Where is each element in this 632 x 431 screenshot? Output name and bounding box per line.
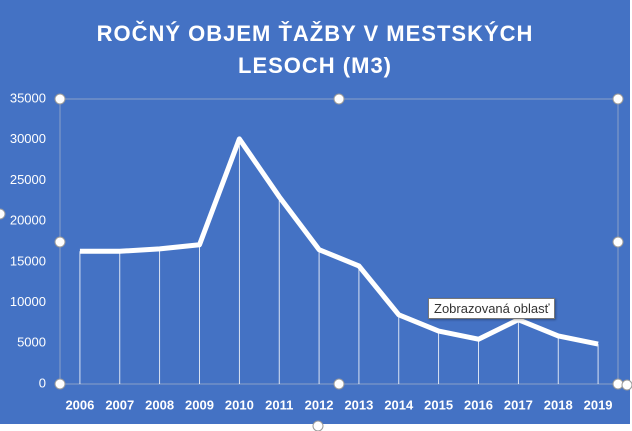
- handle[interactable]: [312, 420, 324, 431]
- handle[interactable]: [54, 93, 66, 105]
- handle[interactable]: [333, 93, 345, 105]
- handle[interactable]: [612, 378, 624, 390]
- y-tick-label: 15000: [10, 253, 46, 268]
- handle[interactable]: [612, 93, 624, 105]
- x-tick-label: 2006: [65, 397, 94, 412]
- x-tick-label: 2011: [265, 397, 293, 412]
- x-tick-label: 2007: [105, 397, 134, 412]
- x-tick-label: 2016: [464, 397, 493, 412]
- handle[interactable]: [333, 378, 345, 390]
- x-tick-label: 2013: [344, 397, 373, 412]
- y-tick-label: 25000: [10, 172, 46, 187]
- x-tick-label: 2012: [305, 397, 334, 412]
- x-tick-label: 2017: [504, 397, 533, 412]
- data-line: [79, 136, 599, 347]
- y-tick-label: 10000: [10, 294, 46, 309]
- x-tick-label: 2014: [384, 397, 414, 412]
- handle[interactable]: [612, 236, 624, 248]
- x-tick-label: 2010: [225, 397, 254, 412]
- y-tick-label: 5000: [17, 335, 46, 350]
- tooltip: Zobrazovaná oblasť: [428, 298, 556, 319]
- x-tick-label: 2009: [185, 397, 214, 412]
- handle[interactable]: [54, 378, 66, 390]
- y-tick-label: 20000: [10, 213, 46, 228]
- y-tick-label: 30000: [10, 131, 46, 146]
- handle[interactable]: [621, 379, 632, 391]
- x-tick-label: 2019: [584, 397, 613, 412]
- chart-title: ROČNÝ OBJEM ŤAŽBY V MESTSKÝCH LESOCH (M3…: [96, 21, 534, 78]
- x-tick-label: 2015: [424, 397, 453, 412]
- handle[interactable]: [0, 208, 6, 220]
- x-tick-label: 2018: [544, 397, 573, 412]
- y-tick-label: 0: [39, 375, 46, 390]
- handle[interactable]: [54, 236, 66, 248]
- y-tick-label: 35000: [10, 90, 46, 105]
- x-tick-label: 2008: [145, 397, 174, 412]
